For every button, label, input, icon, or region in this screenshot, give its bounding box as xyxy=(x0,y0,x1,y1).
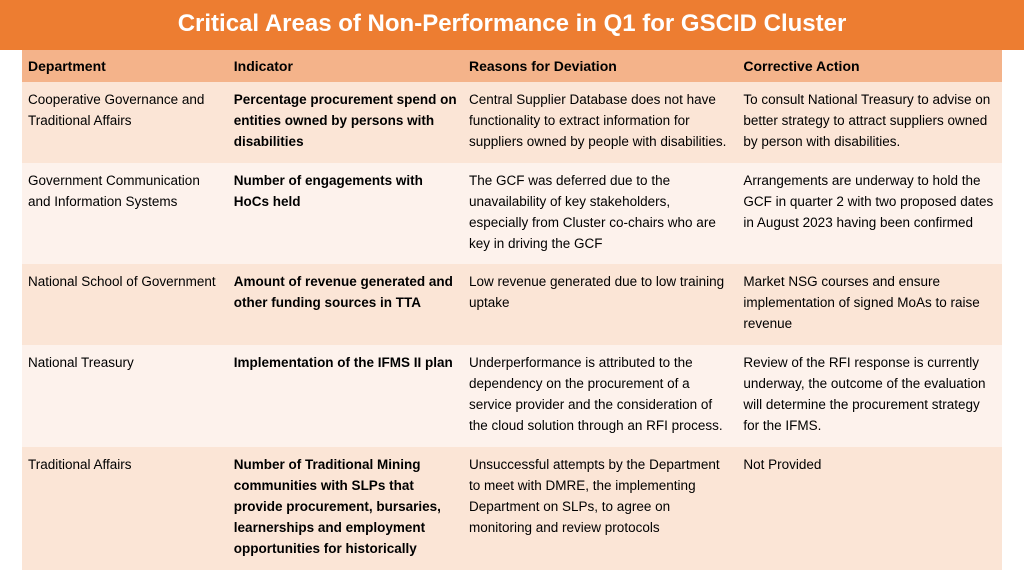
table-row: Government Communication and Information… xyxy=(22,163,1002,265)
cell-action: Review of the RFI response is currently … xyxy=(737,345,1002,447)
cell-reasons: Underperformance is attributed to the de… xyxy=(463,345,737,447)
col-department: Department xyxy=(22,50,228,82)
cell-indicator: Amount of revenue generated and other fu… xyxy=(228,264,463,345)
cell-action: Not Provided xyxy=(737,447,1002,570)
table-row: Traditional AffairsNumber of Traditional… xyxy=(22,447,1002,570)
cell-indicator: Number of Traditional Mining communities… xyxy=(228,447,463,570)
cell-reasons: Unsuccessful attempts by the Department … xyxy=(463,447,737,570)
table-row: National TreasuryImplementation of the I… xyxy=(22,345,1002,447)
cell-reasons: The GCF was deferred due to the unavaila… xyxy=(463,163,737,265)
page-title: Critical Areas of Non-Performance in Q1 … xyxy=(0,0,1024,50)
cell-department: Government Communication and Information… xyxy=(22,163,228,265)
cell-reasons: Low revenue generated due to low trainin… xyxy=(463,264,737,345)
cell-action: Arrangements are underway to hold the GC… xyxy=(737,163,1002,265)
table-row: Cooperative Governance and Traditional A… xyxy=(22,82,1002,163)
cell-indicator: Number of engagements with HoCs held xyxy=(228,163,463,265)
table-header-row: Department Indicator Reasons for Deviati… xyxy=(22,50,1002,82)
cell-department: National Treasury xyxy=(22,345,228,447)
cell-department: National School of Government xyxy=(22,264,228,345)
col-action: Corrective Action xyxy=(737,50,1002,82)
cell-action: Market NSG courses and ensure implementa… xyxy=(737,264,1002,345)
cell-action: To consult National Treasury to advise o… xyxy=(737,82,1002,163)
cell-indicator: Percentage procurement spend on entities… xyxy=(228,82,463,163)
col-reasons: Reasons for Deviation xyxy=(463,50,737,82)
cell-reasons: Central Supplier Database does not have … xyxy=(463,82,737,163)
col-indicator: Indicator xyxy=(228,50,463,82)
cell-department: Traditional Affairs xyxy=(22,447,228,570)
cell-department: Cooperative Governance and Traditional A… xyxy=(22,82,228,163)
cell-indicator: Implementation of the IFMS II plan xyxy=(228,345,463,447)
table-row: National School of GovernmentAmount of r… xyxy=(22,264,1002,345)
nonperformance-table: Department Indicator Reasons for Deviati… xyxy=(22,50,1002,570)
